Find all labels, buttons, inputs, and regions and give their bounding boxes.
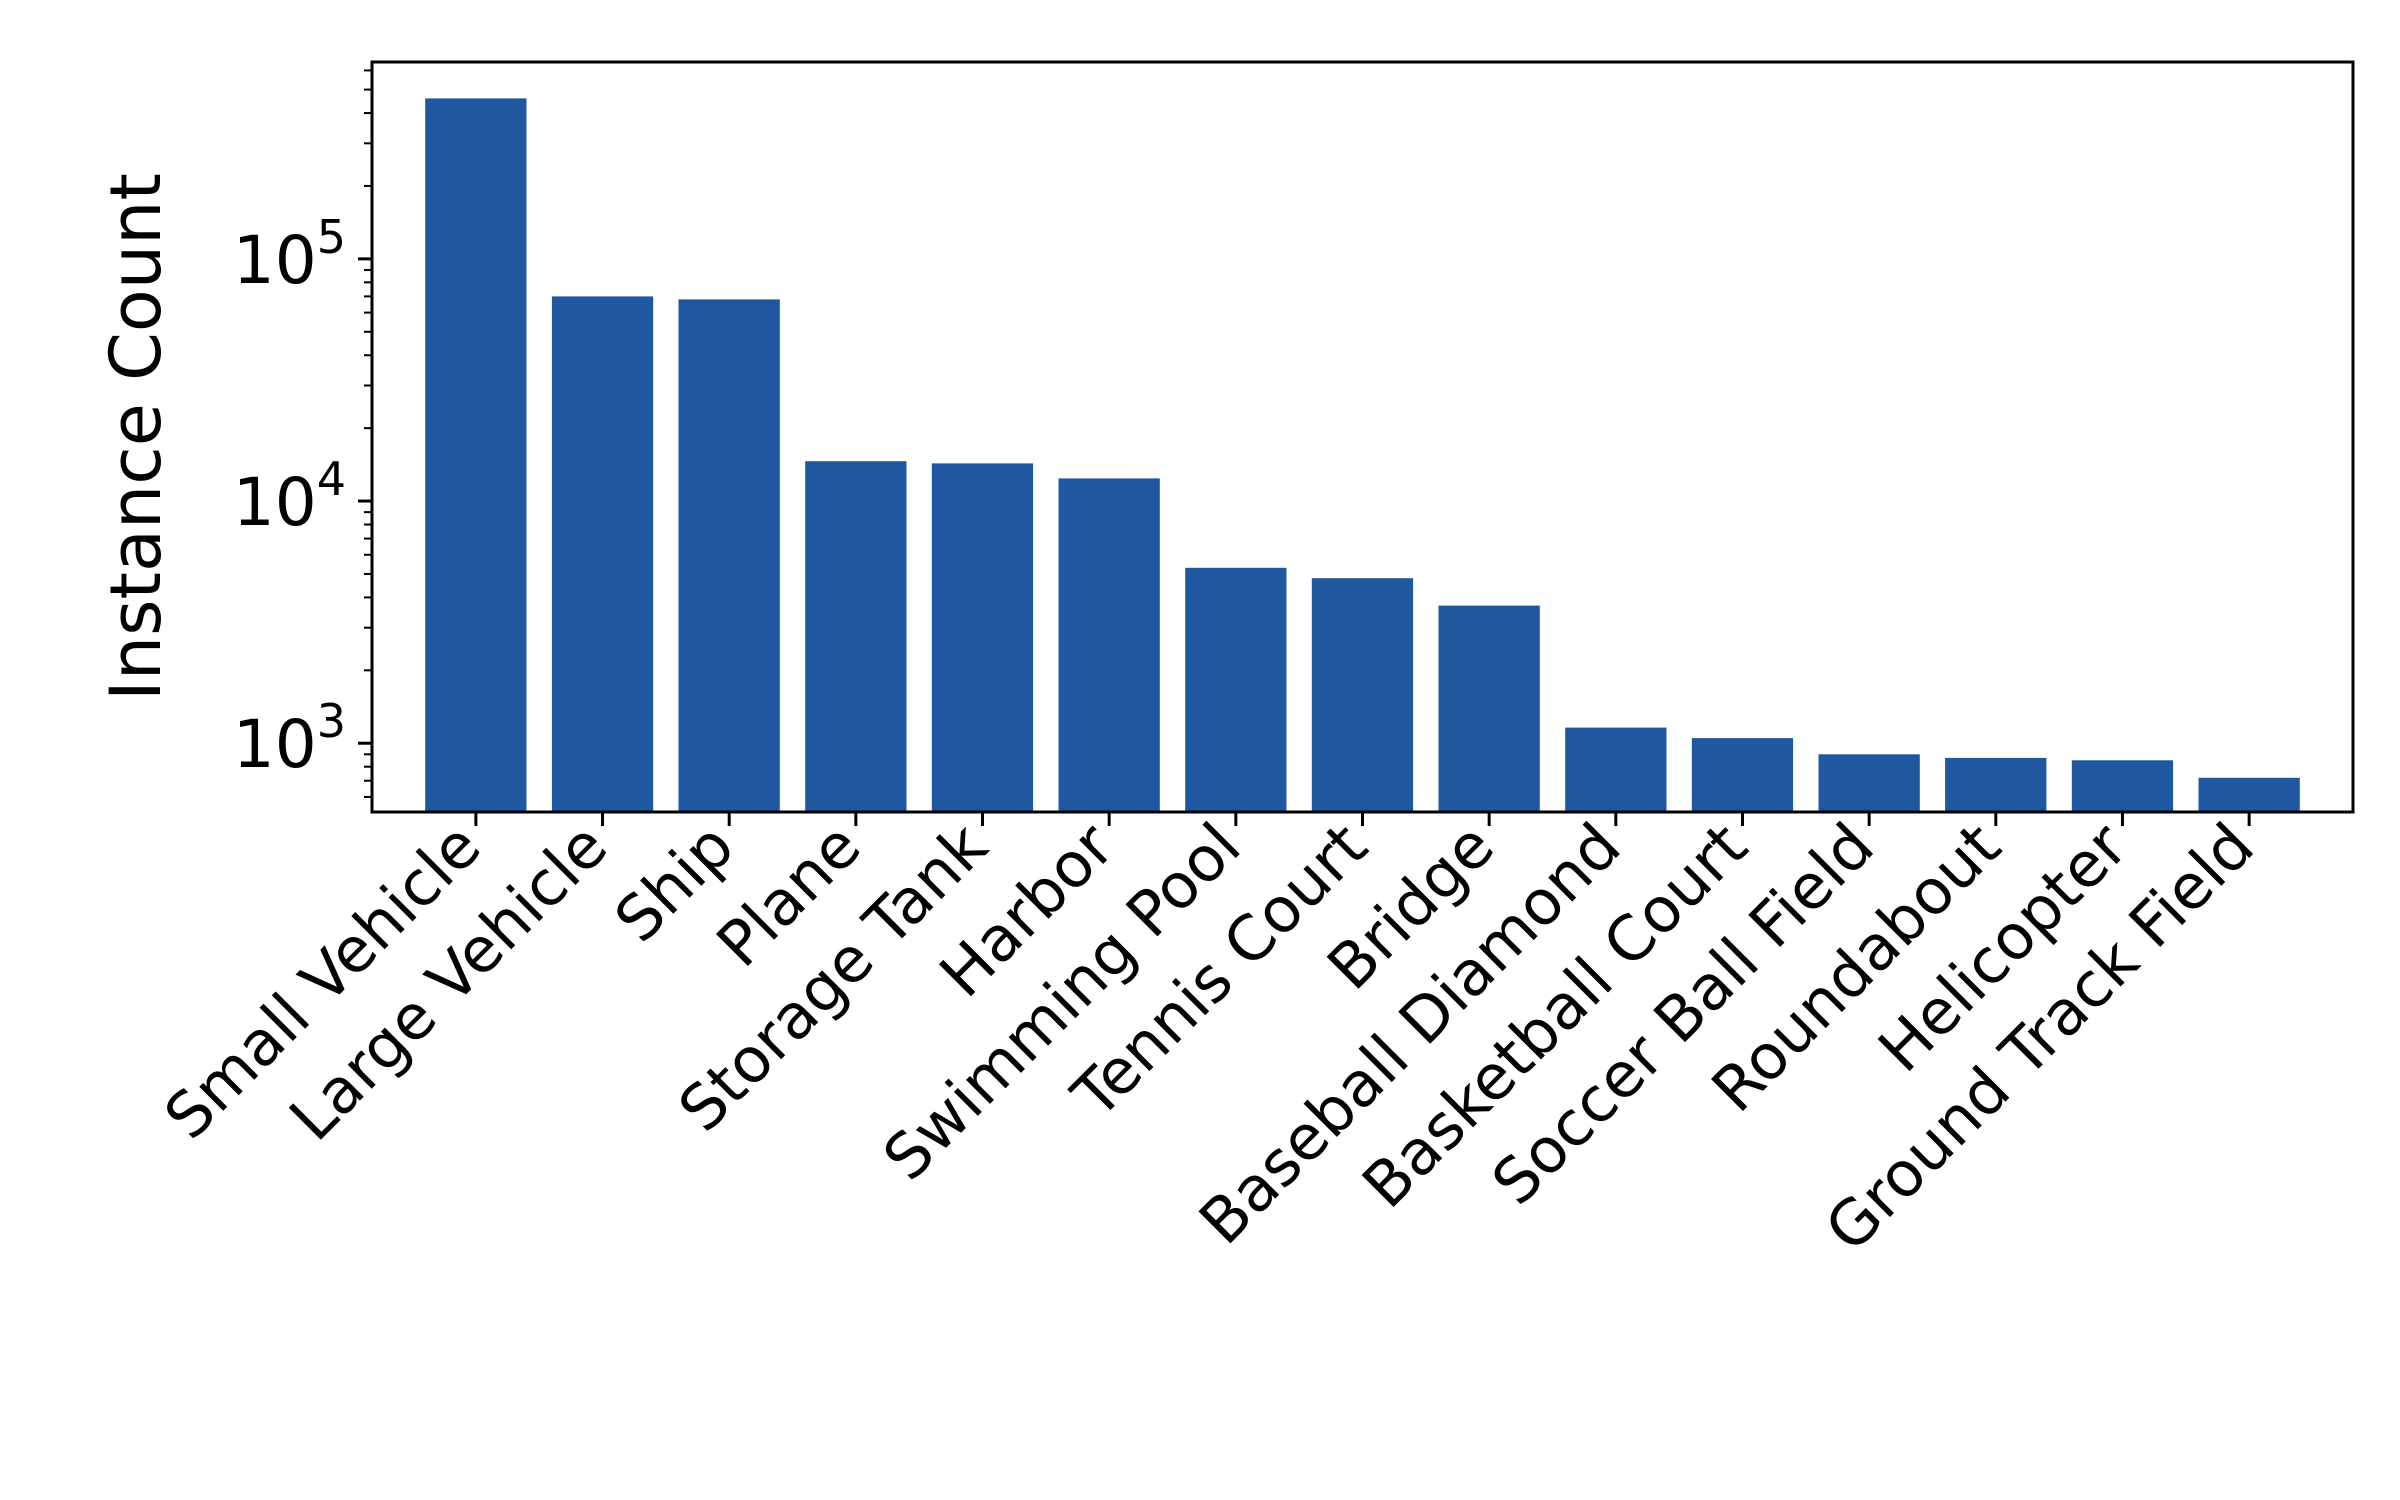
bar-4	[805, 461, 907, 812]
bar-1	[425, 98, 527, 812]
bar-2	[551, 296, 654, 812]
y-axis-ticks: 103 104 105	[233, 210, 372, 783]
bar-12	[1818, 754, 1920, 812]
y-axis-label: Instance Count	[95, 173, 177, 701]
bar-5	[931, 463, 1034, 812]
bars-group	[425, 98, 2300, 812]
bar-11	[1691, 738, 1794, 812]
bar-13	[1945, 757, 2047, 812]
y-tick-label-2: 104	[233, 452, 346, 541]
y-tick-label-3: 105	[233, 210, 346, 299]
bar-7	[1185, 567, 1287, 812]
bar-8	[1311, 578, 1414, 812]
bar-6	[1058, 478, 1160, 812]
bar-15	[2198, 777, 2300, 812]
bar-9	[1438, 605, 1540, 812]
bar-14	[2071, 760, 2174, 812]
y-tick-label-1: 103	[233, 694, 346, 783]
bar-3	[678, 299, 780, 812]
bar-10	[1565, 727, 1667, 812]
plot-frame	[370, 60, 2355, 814]
